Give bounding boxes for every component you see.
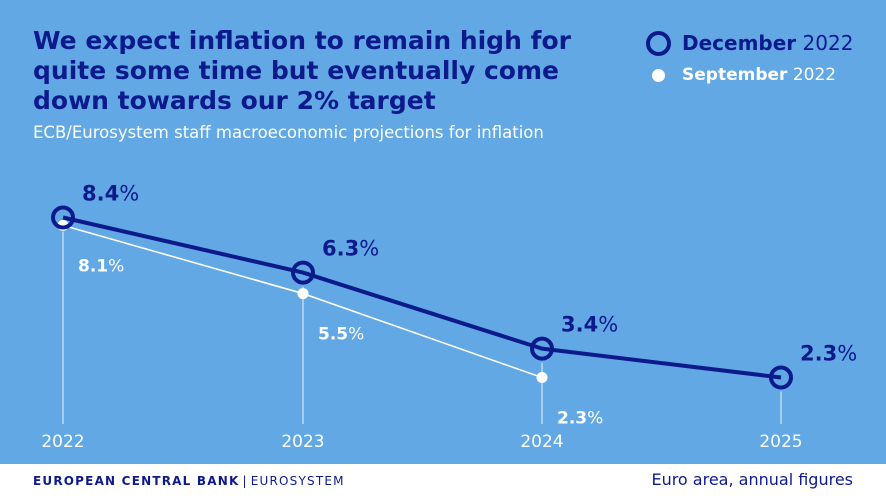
x-tick-label-2023: 2023 xyxy=(281,432,324,452)
data-label-september-2024: 2.3% xyxy=(557,409,603,429)
x-tick-label-2022: 2022 xyxy=(41,432,84,452)
ecb-name: EUROPEAN CENTRAL BANK xyxy=(33,474,240,488)
line-chart: 2022 2023 2024 2025 8.4% 6.3% 3.4% 2.3% 8.1% 5.5%… xyxy=(41,181,857,452)
ecb-logo-text: EUROPEAN CENTRAL BANK | EUROSYSTEM xyxy=(33,474,345,488)
legend-year-december: 2022 xyxy=(802,31,854,55)
chart-title: We expect inflation to remain high for q… xyxy=(33,26,571,115)
legend-marker-december xyxy=(646,31,671,56)
x-tick-label-2024: 2024 xyxy=(520,432,563,452)
chart-subtitle: ECB/Eurosystem staff macroeconomic proje… xyxy=(33,123,544,142)
data-point-december-2025 xyxy=(769,365,793,390)
data-point-december-2023 xyxy=(291,260,315,285)
legend-label-december: December xyxy=(682,31,797,55)
data-point-december-2024 xyxy=(530,336,554,361)
data-label-december-2025: 2.3% xyxy=(800,342,857,366)
footer-note: Euro area, annual figures xyxy=(651,470,853,489)
eurosystem-name: EUROSYSTEM xyxy=(250,474,345,488)
series-line-december xyxy=(62,215,782,380)
data-label-december-2023: 6.3% xyxy=(322,237,379,261)
data-label-september-2022: 8.1% xyxy=(78,256,124,276)
data-point-september-2024 xyxy=(536,372,548,383)
data-point-december-2022 xyxy=(51,205,75,230)
footer: EUROPEAN CENTRAL BANK | EUROSYSTEM Euro ar… xyxy=(0,464,886,498)
footer-separator: | xyxy=(242,474,248,488)
data-label-december-2024: 3.4% xyxy=(561,313,618,337)
data-label-september-2023: 5.5% xyxy=(318,325,364,345)
x-tick-label-2025: 2025 xyxy=(759,432,802,452)
data-point-september-2023 xyxy=(297,288,309,300)
legend-marker-september xyxy=(652,69,665,82)
legend-year-september: 2022 xyxy=(792,65,837,85)
data-label-december-2022: 8.4% xyxy=(82,181,139,205)
legend-label-september: September xyxy=(682,65,788,85)
